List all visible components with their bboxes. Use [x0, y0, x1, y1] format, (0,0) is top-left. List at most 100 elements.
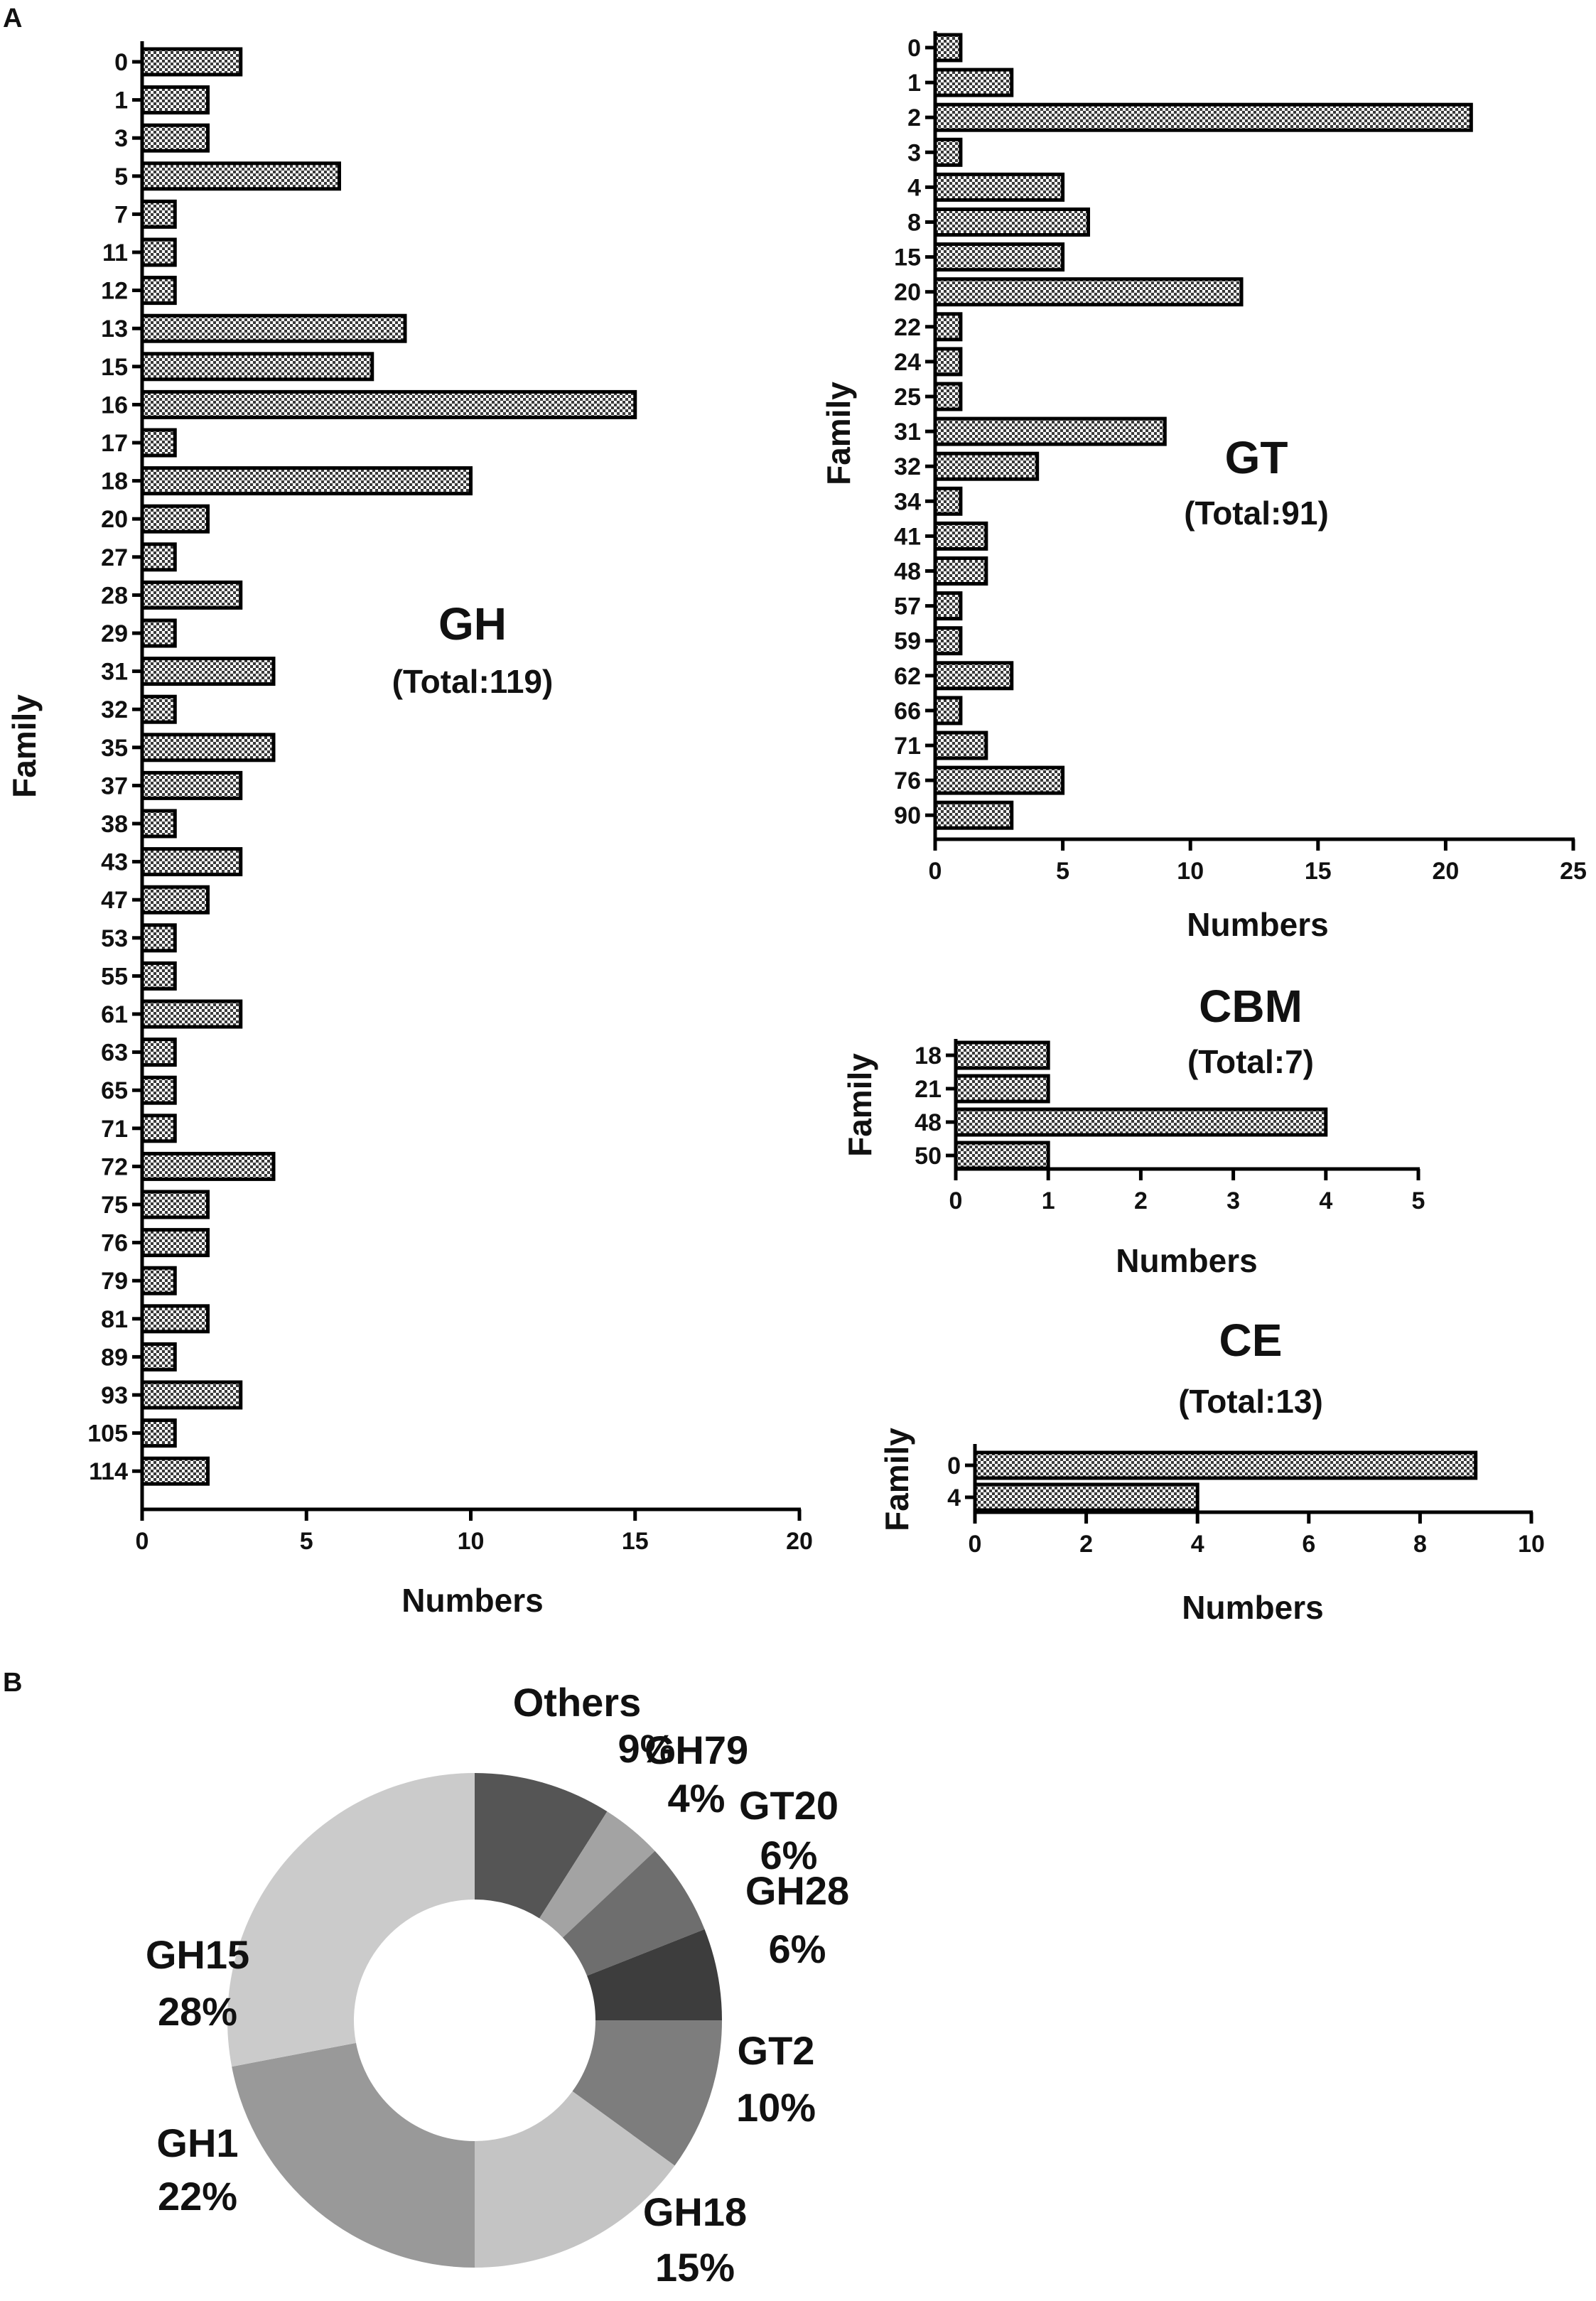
gh-bar-76	[140, 1228, 210, 1258]
panel-label-b: B	[3, 1668, 22, 1698]
gt-x-axis-title: Numbers	[1187, 906, 1328, 943]
donut-slice-gh18	[475, 2091, 675, 2268]
donut-pct-gt2: 10%	[736, 2085, 816, 2130]
ce-bar-4	[973, 1482, 1199, 1512]
gh-category-label-47: 47	[101, 887, 128, 914]
cbm-xtick-label-3: 3	[1226, 1187, 1240, 1214]
gh-category-label-20: 20	[101, 506, 128, 533]
gt-category-label-1: 1	[907, 70, 921, 97]
gt-bar-57	[933, 591, 963, 621]
gt-bar-0	[933, 33, 963, 63]
gt-bar-8	[933, 208, 1091, 237]
gt-category-label-41: 41	[894, 523, 921, 550]
cbm-category-label-50: 50	[915, 1143, 942, 1170]
gh-bar-105	[140, 1418, 177, 1448]
gh-bar-12	[140, 276, 177, 306]
gt-category-label-3: 3	[907, 139, 921, 166]
gh-category-label-63: 63	[101, 1040, 128, 1067]
gt-bar-76	[933, 765, 1065, 795]
gh-bar-32	[140, 694, 177, 724]
gh-category-label-0: 0	[114, 49, 128, 76]
gt-total: (Total:91)	[1184, 495, 1329, 532]
gt-category-label-24: 24	[894, 349, 921, 376]
gt-category-label-4: 4	[907, 174, 921, 201]
gt-bar-15	[933, 242, 1065, 272]
cbm-title: CBM	[1199, 981, 1303, 1032]
gh-bar-5	[140, 161, 341, 191]
ce-xtick-label-0: 0	[969, 1531, 982, 1558]
cbm-x-axis-title: Numbers	[1116, 1242, 1257, 1279]
gh-bar-47	[140, 885, 210, 915]
gh-bar-61	[140, 999, 243, 1029]
gh-bar-65	[140, 1075, 177, 1105]
cbm-category-label-48: 48	[915, 1109, 942, 1136]
donut-pct-gh1: 22%	[158, 2174, 237, 2219]
gt-xtick-label-10: 10	[1177, 858, 1204, 885]
gt-bar-62	[933, 661, 1014, 691]
cbm-category-label-21: 21	[915, 1076, 942, 1103]
gt-category-label-25: 25	[894, 384, 921, 411]
cbm-xtick-label-0: 0	[949, 1187, 963, 1214]
gh-y-axis-title: Family	[6, 694, 43, 798]
gt-bar-90	[933, 800, 1014, 830]
gt-bar-32	[933, 451, 1040, 481]
gt-bar-2	[933, 102, 1473, 132]
ce-xtick-label-10: 10	[1518, 1531, 1545, 1558]
donut-slice-gh79	[539, 1811, 655, 1938]
gh-category-label-35: 35	[101, 735, 128, 762]
donut-pct-gh79: 4%	[668, 1776, 726, 1821]
gt-bar-24	[933, 347, 963, 377]
gh-bar-15	[140, 352, 374, 382]
gt-xtick-label-5: 5	[1056, 858, 1069, 885]
cbm-xtick-label-5: 5	[1412, 1187, 1425, 1214]
gt-category-label-0: 0	[907, 35, 921, 62]
gh-category-label-7: 7	[114, 201, 128, 228]
ce-title: CE	[1219, 1315, 1283, 1366]
gt-bar-66	[933, 696, 963, 726]
cbm-bar-48	[954, 1107, 1328, 1137]
gt-bar-chart: 0123481520222425313234414857596266717690…	[820, 31, 1587, 943]
gt-category-label-71: 71	[894, 733, 921, 760]
donut-pct-gt20: 6%	[760, 1833, 818, 1877]
gt-bar-1	[933, 68, 1014, 97]
donut-pct-others: 9%	[618, 1726, 676, 1771]
gh-category-label-12: 12	[101, 278, 128, 305]
gh-category-label-43: 43	[101, 849, 128, 876]
gt-bar-22	[933, 312, 963, 342]
gt-bar-25	[933, 382, 963, 411]
gh-bar-55	[140, 961, 177, 991]
gt-category-label-59: 59	[894, 628, 921, 655]
gh-bar-79	[140, 1266, 177, 1295]
gt-category-label-2: 2	[907, 104, 921, 131]
gh-category-label-55: 55	[101, 963, 128, 990]
donut-slice-gt20	[562, 1850, 705, 1976]
cbm-category-label-18: 18	[915, 1042, 942, 1069]
donut-pct-gh15: 28%	[158, 1989, 237, 2034]
gh-bar-11	[140, 237, 177, 267]
gh-xtick-label-20: 20	[786, 1528, 813, 1555]
gh-category-label-65: 65	[101, 1077, 128, 1104]
gh-bar-3	[140, 123, 210, 153]
ce-category-label-0: 0	[947, 1453, 961, 1480]
gh-bar-16	[140, 389, 637, 419]
gh-category-label-71: 71	[101, 1116, 128, 1143]
donut-label-gh15: GH15	[146, 1932, 249, 1977]
gh-bar-7	[140, 199, 177, 229]
gt-category-label-32: 32	[894, 453, 921, 480]
gt-category-label-57: 57	[894, 593, 921, 620]
gh-total: (Total:119)	[392, 663, 554, 700]
gh-bar-20	[140, 504, 210, 534]
donut-slice-gh1	[232, 2042, 475, 2268]
gh-category-label-28: 28	[101, 582, 128, 609]
ce-total: (Total:13)	[1178, 1383, 1323, 1420]
gh-category-label-53: 53	[101, 925, 128, 952]
donut-label-gh18: GH18	[643, 2189, 747, 2234]
gh-category-label-37: 37	[101, 772, 128, 799]
gh-bar-89	[140, 1342, 177, 1372]
gh-category-label-75: 75	[101, 1192, 128, 1219]
panel-label-a: A	[3, 4, 22, 33]
gt-bar-20	[933, 277, 1244, 307]
gt-bar-31	[933, 416, 1167, 446]
gt-bar-4	[933, 172, 1065, 202]
